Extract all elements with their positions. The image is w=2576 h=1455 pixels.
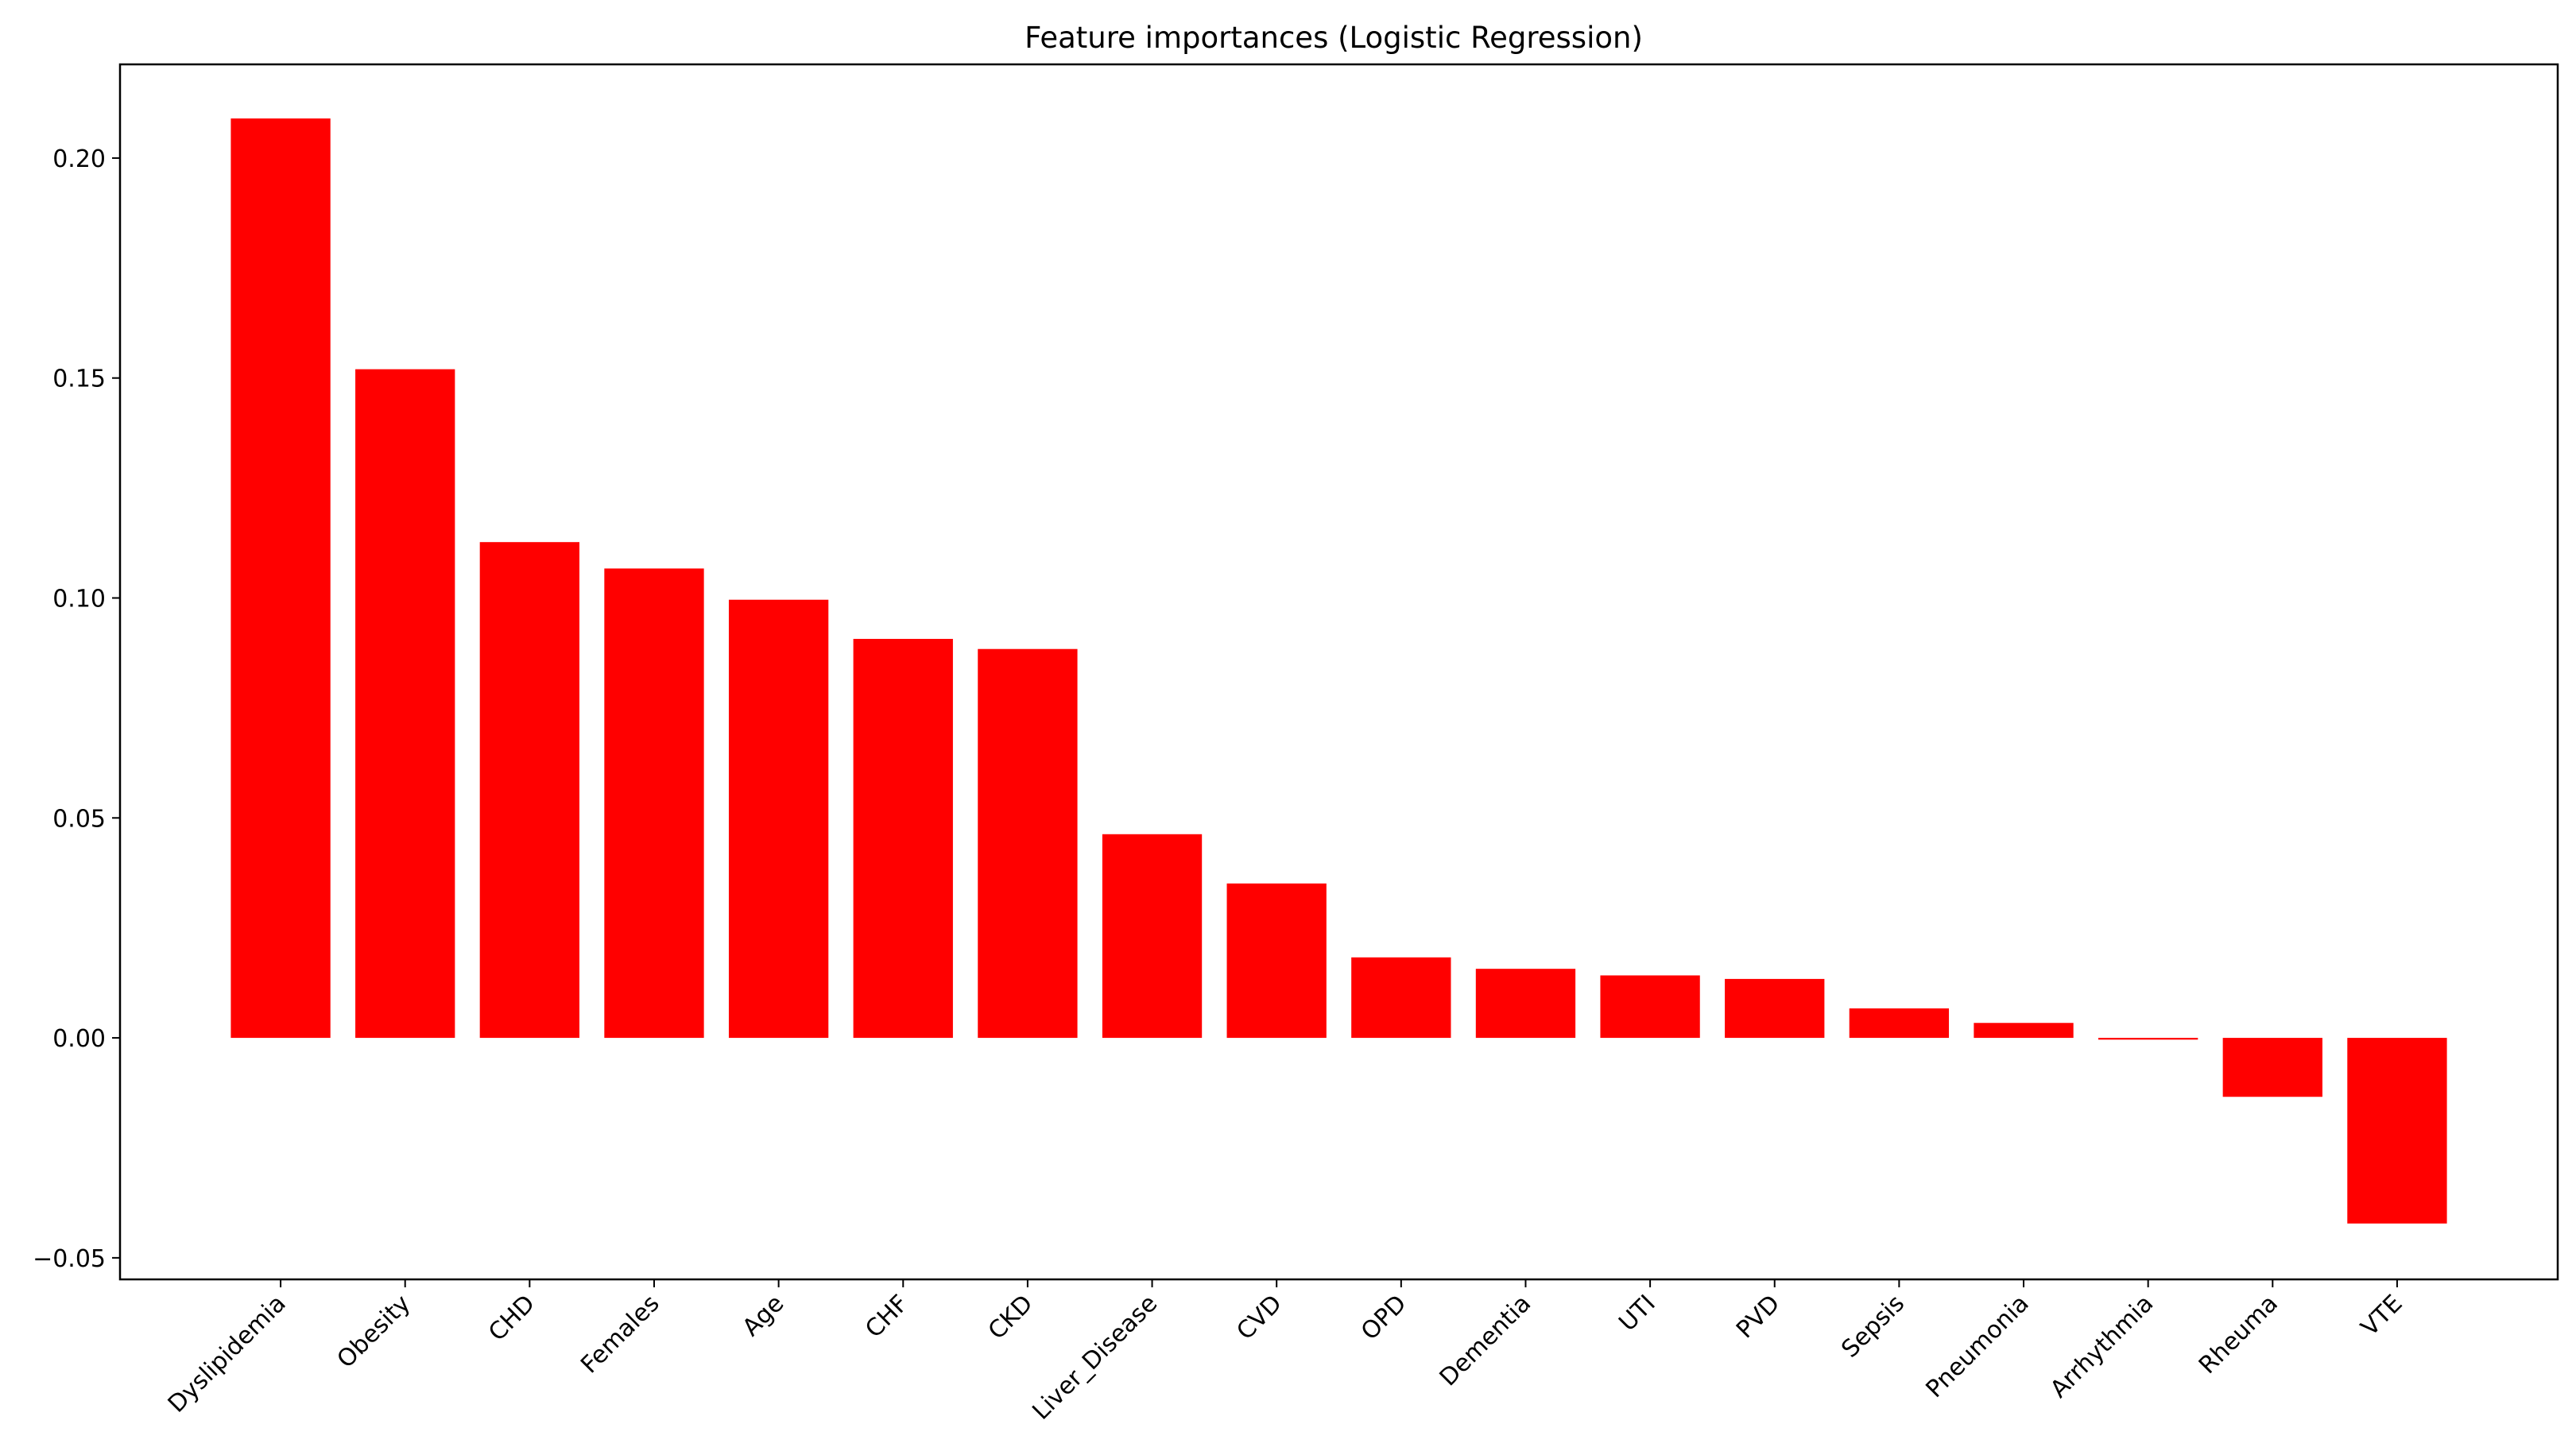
y-tick-label: 0.15 <box>52 366 106 393</box>
x-tick-label: OPD <box>1356 1290 1412 1346</box>
bar-pvd <box>1725 978 1825 1039</box>
x-tick-label: Pneumonia <box>1921 1290 2035 1403</box>
x-tick-label: Age <box>737 1290 789 1342</box>
x-tick-label: CHD <box>483 1290 540 1347</box>
bar-ckd <box>978 648 1078 1039</box>
x-tick-label: PVD <box>1731 1290 1785 1344</box>
x-tick-label: Rheuma <box>2194 1290 2284 1380</box>
plot-frame <box>118 63 2559 1281</box>
x-tick-label: Dyslipidemia <box>163 1290 292 1418</box>
x-tick-label: CKD <box>983 1290 1039 1345</box>
y-tick-label: 0.00 <box>52 1025 106 1053</box>
x-tick-label: Dementia <box>1435 1290 1537 1392</box>
bar-chf <box>853 638 953 1039</box>
y-tick-label: −0.05 <box>33 1245 106 1273</box>
bar-rheuma <box>2222 1038 2322 1097</box>
x-tick-label: VTE <box>2356 1290 2408 1342</box>
x-tick-label: Arrhythmia <box>2045 1290 2159 1403</box>
bar-dyslipidemia <box>230 118 331 1039</box>
x-tick-label: Liver_Disease <box>1027 1290 1163 1426</box>
bar-vte <box>2347 1038 2447 1224</box>
y-tick-label: 0.05 <box>52 805 106 833</box>
bar-females <box>604 568 704 1039</box>
bar-chd <box>479 542 579 1039</box>
bar-arrhythmia <box>2098 1038 2198 1040</box>
y-tick-label: 0.20 <box>52 145 106 173</box>
bar-liver_disease <box>1102 834 1203 1039</box>
chart-title: Feature importances (Logistic Regression… <box>1025 21 1643 55</box>
x-tick-label: Females <box>575 1290 665 1380</box>
bar-age <box>728 599 829 1039</box>
bar-cvd <box>1226 883 1327 1039</box>
x-tick-label: CVD <box>1231 1290 1287 1345</box>
bar-obesity <box>355 369 455 1039</box>
bar-pneumonia <box>1974 1023 2074 1039</box>
x-tick-label: Obesity <box>332 1290 416 1374</box>
bar-sepsis <box>1849 1008 1950 1039</box>
bar-opd <box>1351 957 1451 1039</box>
x-tick-label: Sepsis <box>1836 1290 1910 1364</box>
x-tick-label: UTI <box>1613 1290 1660 1337</box>
bar-dementia <box>1475 969 1576 1039</box>
x-tick-label: CHF <box>860 1290 914 1344</box>
bar-uti <box>1600 975 1700 1039</box>
y-tick-label: 0.10 <box>52 585 106 613</box>
